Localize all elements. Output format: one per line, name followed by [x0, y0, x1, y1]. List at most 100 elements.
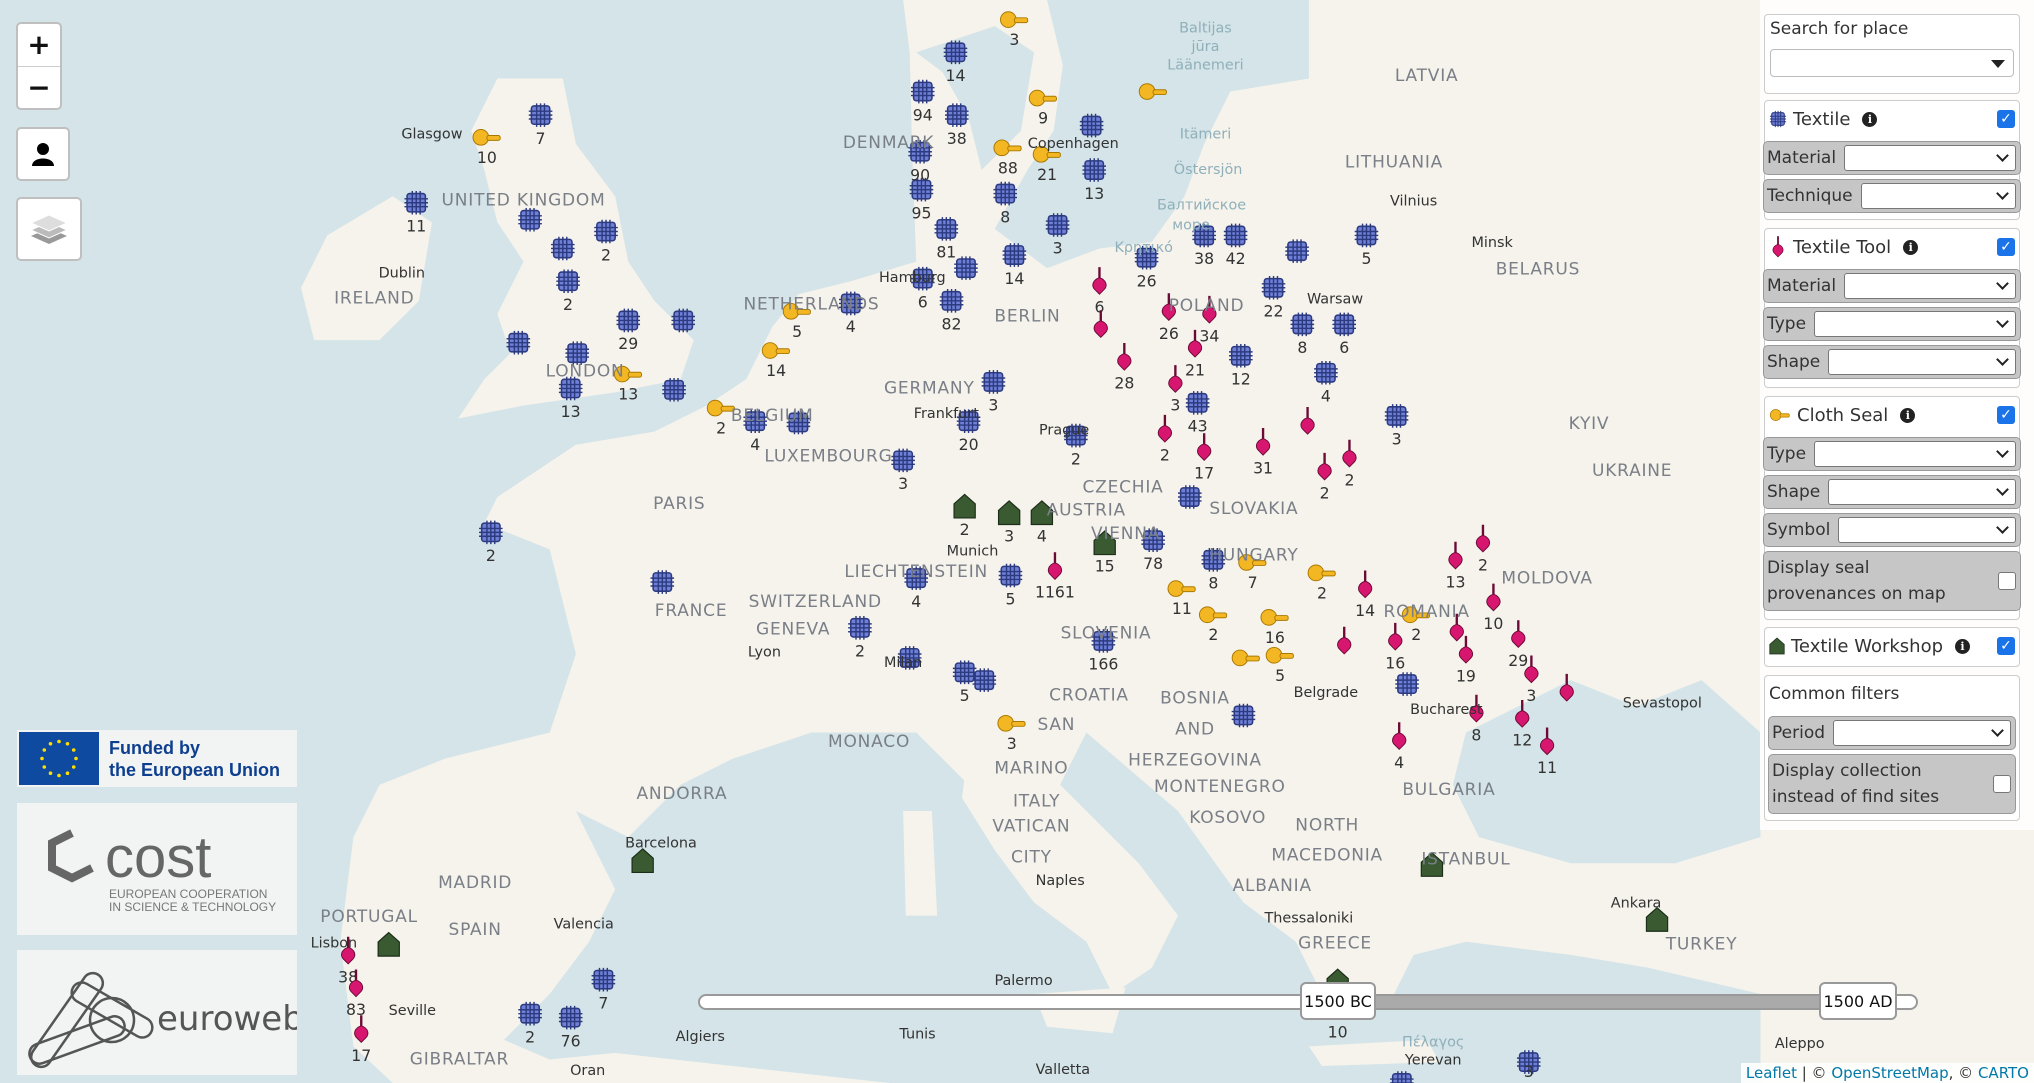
textile-marker[interactable]: 5 — [952, 659, 978, 706]
textile-marker[interactable]: 5 — [997, 562, 1024, 609]
textile-tool-marker[interactable]: 17 — [351, 1014, 371, 1065]
textile-marker[interactable]: 38 — [1191, 222, 1217, 269]
textile-tool-marker[interactable]: 2 — [1157, 413, 1173, 465]
textile-marker[interactable] — [649, 569, 675, 595]
textile-marker[interactable]: 4 — [1313, 360, 1339, 406]
textile-marker[interactable]: 166 — [1088, 628, 1118, 674]
textile-tool-marker[interactable]: 17 — [1194, 431, 1214, 483]
info-icon[interactable]: i — [1900, 407, 1916, 423]
textile-tool-marker[interactable]: 14 — [1355, 569, 1375, 621]
cloth-seal-marker[interactable]: 5 — [782, 302, 811, 341]
textile-marker[interactable]: 7 — [590, 967, 616, 1013]
period-select[interactable] — [1833, 720, 2011, 746]
textile-marker[interactable]: 14 — [942, 39, 969, 86]
workshop-marker[interactable]: 2 — [953, 493, 976, 539]
cloth-seal-marker[interactable]: 13 — [613, 365, 643, 404]
textile-marker[interactable] — [505, 330, 531, 356]
cloth-seal-marker[interactable]: 3 — [999, 11, 1029, 49]
info-icon[interactable]: i — [1955, 638, 1971, 654]
textile-tool-marker[interactable]: 4 — [1391, 721, 1408, 772]
textile-tool-marker[interactable]: 2 — [1475, 523, 1491, 575]
tool-type-select[interactable] — [1814, 311, 2016, 337]
textile-marker[interactable]: 3 — [1045, 212, 1071, 258]
cloth-seal-checkbox[interactable]: ✓ — [1997, 406, 2015, 424]
textile-marker[interactable]: 2 — [555, 268, 581, 314]
seal-shape-select[interactable] — [1828, 479, 2016, 505]
cloth-seal-marker[interactable]: 2 — [706, 399, 735, 438]
textile-marker[interactable]: 3 — [980, 369, 1007, 415]
cloth-seal-marker[interactable]: 2 — [1198, 606, 1228, 644]
textile-marker[interactable]: 13 — [1081, 157, 1107, 203]
textile-marker[interactable]: 8 — [1289, 311, 1315, 358]
textile-tool-marker[interactable]: 34 — [1199, 294, 1219, 346]
textile-marker[interactable] — [1284, 238, 1310, 264]
textile-tool-marker[interactable]: 19 — [1456, 634, 1476, 686]
leaflet-link[interactable]: Leaflet — [1745, 1064, 1797, 1082]
seal-symbol-select[interactable] — [1838, 517, 2016, 543]
textile-tool-marker[interactable]: 2 — [1316, 451, 1333, 503]
textile-tool-checkbox[interactable]: ✓ — [1997, 238, 2015, 256]
textile-marker[interactable]: 13 — [558, 375, 584, 422]
workshop-checkbox[interactable]: ✓ — [1997, 637, 2015, 655]
timeline-start-handle[interactable]: 1500 BC — [1300, 982, 1376, 1020]
textile-tool-marker[interactable]: 3 — [1523, 654, 1540, 706]
textile-marker[interactable]: 3 — [890, 447, 916, 494]
textile-marker[interactable]: 14 — [1001, 242, 1027, 288]
textile-marker[interactable]: 78 — [1140, 527, 1166, 573]
workshop-marker[interactable]: 3 — [997, 500, 1021, 546]
textile-tool-marker[interactable]: 10 — [1483, 582, 1503, 634]
textile-marker[interactable]: 22 — [1260, 275, 1287, 321]
textile-material-select[interactable] — [1844, 145, 2016, 171]
textile-marker[interactable] — [971, 667, 997, 693]
textile-marker[interactable]: 2 — [478, 519, 504, 566]
workshop-marker[interactable]: 15 — [1093, 530, 1116, 576]
cloth-seal-marker[interactable]: 7 — [1238, 554, 1267, 592]
textile-marker[interactable] — [517, 207, 543, 233]
tool-shape-select[interactable] — [1828, 349, 2016, 375]
textile-tool-marker[interactable]: 83 — [346, 968, 366, 1019]
textile-marker[interactable]: 2 — [1063, 422, 1089, 469]
textile-marker[interactable] — [550, 235, 576, 262]
textile-marker[interactable]: 5 — [1353, 222, 1380, 269]
cloth-seal-marker[interactable]: 14 — [761, 342, 790, 380]
textile-marker[interactable]: 4 — [742, 408, 768, 454]
textile-tool-marker[interactable]: 16 — [1385, 621, 1405, 673]
textile-tool-marker[interactable]: 6 — [1091, 265, 1108, 317]
textile-marker[interactable]: 82 — [938, 288, 965, 334]
cloth-seal-marker[interactable]: 2 — [1401, 606, 1430, 644]
textile-marker[interactable]: 76 — [558, 1005, 584, 1051]
textile-marker[interactable]: 38 — [944, 102, 970, 148]
textile-marker[interactable] — [661, 377, 687, 403]
collection-checkbox[interactable] — [1993, 775, 2011, 793]
textile-marker[interactable]: 2 — [847, 615, 873, 661]
osm-link[interactable]: OpenStreetMap — [1831, 1064, 1949, 1082]
textile-tool-marker[interactable]: 28 — [1114, 341, 1134, 393]
textile-marker[interactable]: 94 — [910, 79, 936, 125]
textile-marker[interactable]: 42 — [1223, 222, 1249, 269]
cloth-seal-marker[interactable]: 5 — [1265, 646, 1294, 685]
textile-marker[interactable]: 43 — [1185, 390, 1211, 436]
textile-marker[interactable]: 95 — [908, 177, 935, 223]
textile-marker[interactable]: 12 — [1228, 343, 1254, 389]
cloth-seal-marker[interactable]: 88 — [993, 139, 1022, 177]
textile-checkbox[interactable]: ✓ — [1997, 110, 2015, 128]
textile-marker[interactable]: 29 — [615, 307, 641, 354]
cloth-seal-marker[interactable]: 16 — [1260, 609, 1289, 647]
cloth-seal-marker[interactable]: 2 — [1307, 564, 1336, 602]
textile-marker[interactable]: 7 — [528, 102, 554, 148]
textile-marker[interactable]: 4 — [903, 565, 929, 611]
seal-provenance-checkbox[interactable] — [1998, 572, 2016, 590]
textile-marker[interactable] — [953, 255, 979, 281]
textile-tool-marker[interactable]: 8 — [1468, 693, 1485, 745]
textile-tool-marker[interactable]: 21 — [1185, 328, 1205, 380]
textile-tool-marker[interactable]: 13 — [1445, 540, 1465, 592]
user-location-button[interactable] — [16, 127, 70, 181]
workshop-marker[interactable]: 10 — [1326, 968, 1349, 1042]
textile-marker[interactable]: 2 — [517, 1001, 543, 1047]
zoom-in-button[interactable]: + — [18, 24, 60, 67]
textile-marker[interactable]: 8 — [1200, 547, 1226, 593]
textile-marker[interactable]: 11 — [403, 190, 429, 236]
textile-marker[interactable] — [1394, 671, 1420, 697]
timeline-end-handle[interactable]: 1500 AD — [1819, 982, 1897, 1020]
